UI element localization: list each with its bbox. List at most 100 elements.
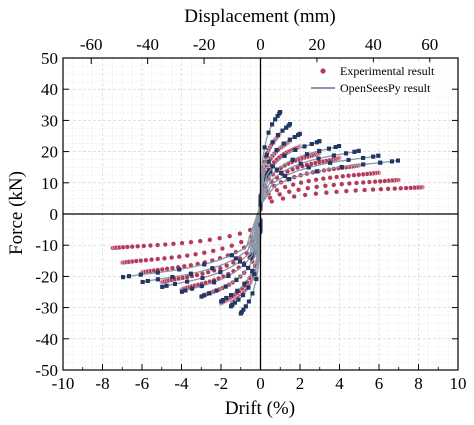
experimental-point (192, 251, 199, 257)
experimental-point (184, 252, 190, 259)
opensees-point (346, 157, 351, 162)
opensees-point (286, 123, 291, 128)
opensees-point (170, 275, 175, 280)
opensees-point (356, 148, 361, 153)
experimental-point (353, 180, 360, 186)
experimental-point (313, 177, 319, 183)
opensees-point (339, 165, 344, 170)
opensees-point (328, 160, 333, 165)
opensees-point (376, 153, 381, 158)
opensees-point (275, 114, 280, 119)
opensees-point (183, 288, 188, 293)
y-tick-label: 0 (50, 205, 59, 224)
experimental-point (353, 187, 359, 194)
opensees-point (200, 276, 205, 281)
y-tick-label: -20 (35, 267, 58, 286)
experimental-point (282, 184, 288, 190)
experimental-point (269, 198, 275, 205)
opensees-point (190, 286, 195, 291)
opensees-point (281, 141, 286, 146)
experimental-point (188, 239, 194, 245)
opensees-point (239, 310, 244, 315)
experimental-point (238, 239, 244, 245)
opensees-point (145, 278, 150, 283)
opensees-point (292, 135, 297, 140)
experimental-point (322, 183, 329, 189)
x-axis-label: Drift (%) (225, 398, 295, 419)
experimental-point (340, 173, 346, 179)
opensees-point (287, 177, 292, 182)
experimental-point (372, 179, 378, 185)
opensees-point (199, 284, 204, 289)
experimental-point (302, 192, 308, 198)
opensees-point (282, 153, 287, 158)
opensees-point (389, 159, 394, 164)
experimental-point (147, 242, 154, 249)
experimental-point (377, 178, 383, 184)
opensees-point (279, 170, 284, 175)
opensees-point (317, 139, 322, 144)
opensees-point (371, 154, 376, 159)
opensees-point (236, 297, 241, 302)
experimental-point (291, 193, 297, 200)
opensees-point (251, 252, 256, 257)
top-axis-label: Displacement (mm) (184, 6, 335, 27)
experimental-point (135, 243, 141, 249)
experimental-point (170, 241, 177, 247)
opensees-point (262, 177, 267, 182)
experimental-point (286, 189, 292, 195)
opensees-point (223, 284, 228, 289)
opensees-point (293, 147, 298, 152)
opensees-point (246, 299, 251, 304)
experimental-point (314, 184, 320, 190)
experimental-point (295, 187, 302, 193)
experimental-point (382, 178, 388, 184)
experimental-point (333, 189, 340, 195)
experimental-point (339, 181, 345, 187)
experimental-point (237, 230, 243, 237)
opensees-point (233, 256, 238, 261)
opensees-point (234, 277, 239, 282)
opensees-point (155, 277, 160, 282)
experimental-point (360, 171, 366, 178)
x-tick-label: 6 (375, 374, 384, 393)
y-tick-label: 20 (41, 143, 58, 162)
experimental-point (143, 257, 149, 263)
experimental-point (323, 190, 330, 196)
opensees-point (246, 285, 251, 290)
experimental-point (207, 237, 213, 243)
experimental-point (217, 235, 223, 241)
experimental-point (305, 185, 311, 191)
legend: Experimental result OpenSeesPy result (300, 62, 452, 96)
y-tick-label: -50 (35, 361, 58, 380)
experimental-point (398, 185, 404, 191)
experimental-point (277, 191, 283, 198)
experimental-point (133, 258, 139, 264)
opensees-point (250, 291, 255, 296)
experimental-point (345, 173, 352, 179)
opensees-point (270, 140, 275, 145)
legend-opensees-label: OpenSeesPy result (340, 81, 431, 95)
experimental-point (370, 186, 376, 193)
opensees-point (138, 272, 143, 277)
experimental-point (361, 187, 368, 193)
experimental-point (313, 191, 319, 197)
y-tick-label: 30 (41, 111, 58, 130)
opensees-point (316, 156, 321, 161)
experimental-point (201, 250, 207, 256)
opensees-point (229, 253, 234, 258)
opensees-point (280, 128, 285, 133)
experimental-point (346, 180, 353, 187)
experimental-point (176, 254, 182, 260)
opensees-point (317, 148, 322, 153)
opensees-point (179, 289, 184, 294)
opensees-point (218, 270, 223, 275)
y-tick-label: -40 (35, 330, 58, 349)
experimental-point (227, 233, 233, 239)
opensees-point (283, 173, 288, 178)
opensees-point (160, 284, 165, 289)
experimental-point (155, 256, 161, 262)
opensees-point (306, 165, 311, 170)
opensees-point (214, 288, 219, 293)
top-tick-label: 40 (365, 35, 382, 54)
